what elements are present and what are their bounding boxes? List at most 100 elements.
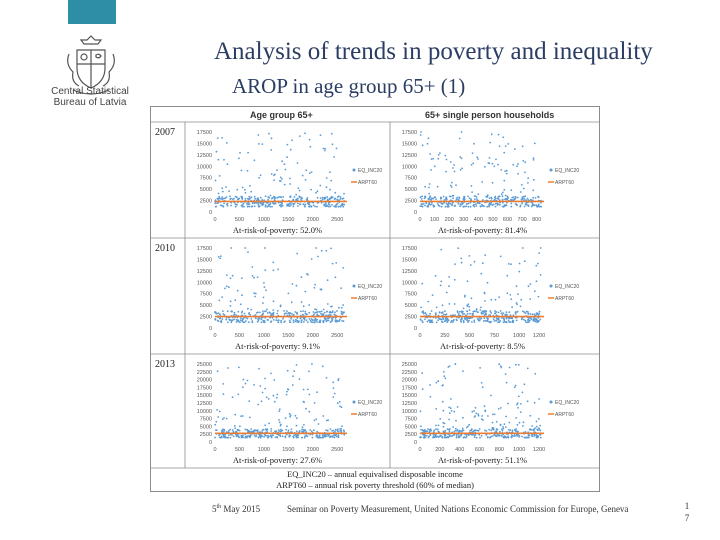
income-point (216, 202, 219, 205)
income-point (230, 310, 233, 313)
income-point (257, 311, 259, 314)
y-tick-label: 2500 (200, 315, 212, 321)
income-point (502, 317, 505, 320)
slide-subtitle: AROP in age group 65+ (1) (232, 74, 466, 98)
income-point (480, 382, 483, 384)
x-tick-label: 2000 (307, 447, 319, 453)
income-point (254, 314, 257, 316)
income-point (326, 303, 329, 305)
income-point (538, 398, 540, 400)
income-point (222, 313, 225, 315)
scatter-panel (419, 131, 544, 208)
income-point (451, 204, 453, 207)
income-point (260, 321, 263, 324)
x-tick-label: 500 (235, 217, 244, 223)
income-point (266, 308, 268, 311)
income-point (226, 274, 228, 276)
income-point (223, 314, 226, 316)
income-point (448, 285, 450, 288)
income-point (222, 190, 224, 193)
income-point (421, 320, 423, 322)
income-point (481, 415, 483, 417)
income-point (493, 312, 496, 315)
income-point (214, 179, 217, 182)
x-tick-label: 200 (435, 447, 444, 453)
income-point (453, 164, 455, 166)
income-point (278, 430, 281, 432)
income-point (534, 319, 536, 321)
income-point (296, 319, 298, 322)
income-point (450, 321, 452, 324)
income-point (319, 184, 322, 187)
income-point (339, 428, 341, 430)
income-point (420, 198, 423, 200)
income-point (308, 205, 311, 208)
income-point (292, 321, 295, 323)
x-tick-label: 200 (445, 217, 454, 223)
income-point (499, 320, 502, 322)
income-point (229, 428, 232, 431)
income-point (325, 377, 328, 379)
income-point (463, 199, 465, 202)
income-point (218, 299, 221, 302)
income-point (249, 314, 252, 316)
income-point (223, 429, 226, 432)
income-point (460, 320, 462, 323)
y-tick-label: 5000 (200, 424, 212, 430)
income-point (475, 205, 478, 207)
x-tick-label: 600 (475, 447, 484, 453)
x-tick-label: 750 (490, 333, 499, 339)
income-point (323, 311, 326, 314)
income-point (486, 281, 489, 284)
arop-caption: At-risk-of-poverty: 9.1% (235, 341, 320, 351)
income-point (241, 434, 244, 437)
income-point (331, 196, 334, 199)
income-point (516, 204, 518, 207)
income-point (505, 321, 508, 323)
income-point (518, 421, 521, 424)
income-point (532, 159, 535, 161)
income-point (535, 420, 538, 423)
income-point (539, 436, 542, 439)
income-point (526, 400, 529, 403)
income-point (313, 313, 315, 316)
x-tick-label: 1200 (533, 333, 545, 339)
income-point (448, 195, 451, 198)
income-point (290, 204, 292, 206)
income-point (507, 319, 510, 322)
income-point (473, 321, 476, 323)
income-point (461, 311, 463, 314)
income-point (227, 367, 229, 369)
income-point (245, 320, 247, 322)
income-point (423, 436, 426, 439)
legend-threshold-label: ARPT60 (358, 180, 377, 186)
y-tick-label: 20000 (402, 378, 417, 384)
income-point (440, 205, 443, 208)
income-point (500, 312, 503, 315)
income-point (239, 151, 241, 154)
arop-caption: At-risk-of-poverty: 52.0% (233, 225, 322, 235)
y-tick-label: 22500 (197, 370, 212, 376)
income-point (334, 428, 337, 431)
income-point (535, 280, 538, 283)
income-point (289, 177, 291, 180)
income-point (246, 169, 249, 172)
income-point (256, 276, 259, 278)
income-point (222, 393, 225, 395)
income-point (221, 428, 224, 431)
income-point (284, 417, 287, 419)
income-point (468, 319, 470, 322)
income-point (275, 317, 278, 319)
y-tick-label: 7500 (200, 417, 212, 423)
income-point (337, 379, 340, 382)
income-point (248, 203, 251, 205)
income-point (479, 319, 481, 321)
income-point (434, 435, 437, 438)
income-point (470, 185, 473, 187)
income-point (486, 194, 489, 197)
income-point (329, 205, 332, 208)
income-point (219, 320, 222, 323)
income-point (474, 198, 476, 201)
x-tick-label: 1000 (513, 333, 525, 339)
income-point (456, 428, 459, 431)
